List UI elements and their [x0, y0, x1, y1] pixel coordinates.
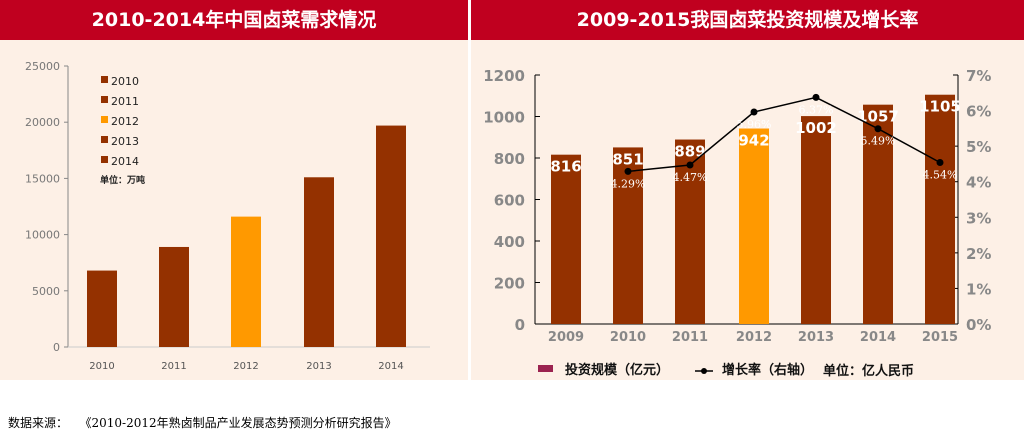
unit-label: 单位：亿人民币 [823, 363, 914, 379]
legend-swatch [101, 76, 108, 83]
y-tick-label: 0 [53, 341, 60, 354]
growth-label: 4.47% [673, 171, 708, 184]
bar-value-label: 1002 [795, 119, 837, 137]
bar-2009 [551, 154, 581, 324]
x-tick-label: 2010 [610, 330, 646, 345]
bar-2012 [231, 216, 261, 347]
legend-swatch [101, 96, 108, 103]
legend-label: 2010 [111, 75, 139, 88]
source-note: 数据来源： 《2010-2012年熟卤制品产业发展态势预测分析研究报告》 [8, 414, 397, 431]
y2-tick-label: 0% [966, 316, 991, 334]
bar-2011 [675, 139, 705, 324]
demand-chart: 0 5000 10000 15000 20000 25000 2010 2011 2012 201… [25, 60, 430, 372]
y-tick-label: 25000 [25, 60, 60, 73]
bar-2012 [739, 128, 769, 324]
x-tick-label: 2009 [548, 330, 584, 345]
y2-tick-label: 6% [966, 103, 991, 121]
bar-2013 [304, 177, 334, 347]
investment-chart: 0 200 400 600 800 1000 1200 0% 1% 2% 3% 4% 5% 6% 7% 816… [483, 67, 991, 379]
growth-label: 6.37% [799, 103, 834, 116]
y-tick-label: 0 [515, 316, 525, 334]
y2-tick-label: 7% [966, 67, 991, 85]
bar-value-label: 1105 [919, 98, 961, 116]
y2-tick-label: 1% [966, 280, 991, 298]
legend-bar-swatch [538, 365, 553, 372]
growth-label: 5.49% [861, 135, 896, 148]
y-tick-label: 10000 [25, 229, 60, 242]
bar-2014 [863, 104, 893, 324]
legend-swatch [101, 156, 108, 163]
growth-point-2014 [874, 125, 882, 133]
x-tick-label: 2011 [161, 361, 186, 372]
left-panel: 2010-2014年中国卤菜需求情况 0 5000 10000 15000 20000 2… [0, 0, 468, 380]
growth-point-2013 [812, 93, 820, 101]
source-text: 《2010-2012年熟卤制品产业发展态势预测分析研究报告》 [79, 416, 397, 430]
y-tick-label: 600 [494, 192, 525, 210]
bar-2014 [376, 125, 406, 348]
y-tick-label: 5000 [32, 285, 60, 298]
growth-label: 4.54% [923, 169, 958, 182]
bar-value-label: 851 [612, 150, 643, 168]
legend-label: 2012 [111, 115, 139, 128]
bar-2011 [159, 246, 189, 347]
left-chart-title: 2010-2014年中国卤菜需求情况 [0, 0, 468, 40]
legend-label: 2013 [111, 135, 139, 148]
bar-2015 [925, 94, 955, 325]
legend-label: 2014 [111, 155, 139, 168]
bar-2010 [613, 147, 643, 324]
x-tick-label: 2014 [378, 361, 403, 372]
growth-line [627, 96, 941, 173]
y-tick-label: 1000 [483, 109, 525, 127]
growth-label: 5.96% [737, 118, 772, 131]
bar-value-label: 942 [738, 132, 769, 150]
right-chart-title: 2009-2015我国卤菜投资规模及增长率 [471, 0, 1024, 40]
source-label: 数据来源： [8, 416, 69, 430]
growth-label: 4.29% [611, 177, 646, 190]
unit-label: 单位：万吨 [100, 174, 145, 186]
y2-tick-label: 3% [966, 209, 991, 227]
legend-swatch [101, 116, 108, 123]
legend-swatch [101, 136, 108, 143]
growth-point-2015 [936, 159, 944, 167]
x-tick-label: 2010 [89, 361, 114, 372]
legend-line-label: 增长率（右轴） [722, 362, 813, 378]
x-tick-label: 2012 [233, 361, 258, 372]
legend-label: 2011 [111, 95, 139, 108]
bar-value-label: 1057 [857, 108, 899, 126]
bar-2010 [87, 270, 117, 347]
x-tick-label: 2015 [922, 330, 958, 345]
x-tick-label: 2014 [860, 330, 896, 345]
y2-tick-label: 2% [966, 245, 991, 263]
bar-2013 [801, 116, 831, 325]
y-tick-label: 15000 [25, 172, 60, 185]
legend-dot-icon [701, 368, 707, 374]
growth-point-2012 [750, 108, 758, 116]
growth-point-2011 [686, 161, 694, 169]
y2-tick-label: 4% [966, 174, 991, 192]
y-tick-label: 400 [494, 233, 525, 251]
y-tick-label: 800 [494, 150, 525, 168]
y2-tick-label: 5% [966, 138, 991, 156]
x-tick-label: 2011 [672, 330, 708, 345]
x-tick-label: 2012 [736, 330, 772, 345]
bar-value-label: 889 [674, 143, 705, 161]
y-tick-label: 200 [494, 275, 525, 293]
x-tick-label: 2013 [306, 361, 331, 372]
y-tick-label: 1200 [483, 67, 525, 85]
bar-value-label: 816 [550, 158, 581, 176]
y-tick-label: 20000 [25, 116, 60, 129]
x-tick-label: 2013 [798, 330, 834, 345]
growth-point-2010 [624, 167, 632, 175]
legend-bar-label: 投资规模（亿元） [565, 362, 669, 378]
